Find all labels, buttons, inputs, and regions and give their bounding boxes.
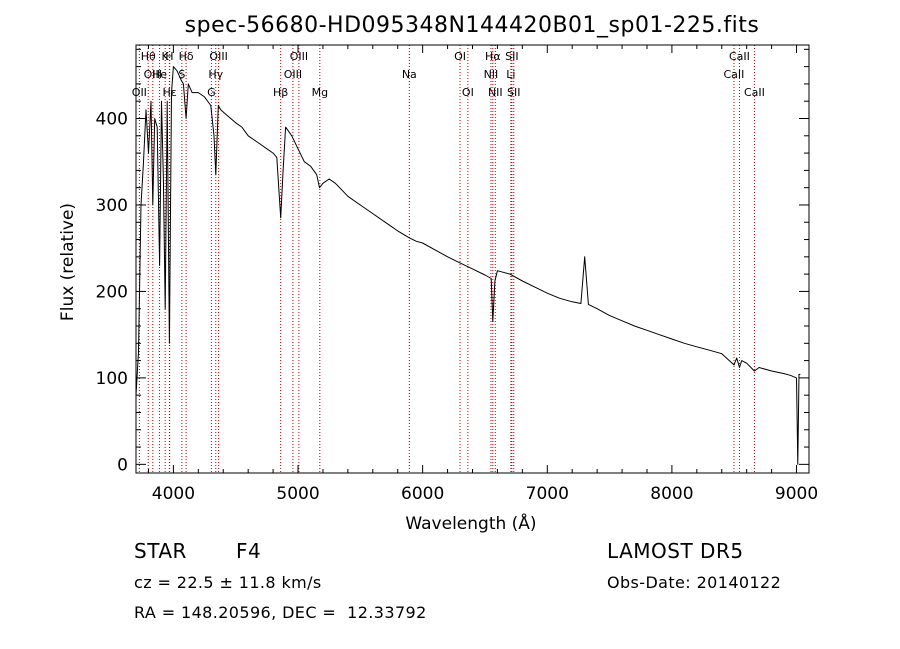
y-tick-label: 400 bbox=[96, 109, 128, 129]
redshift-text: cz = 22.5 ± 11.8 km/s bbox=[134, 573, 322, 592]
line-label: CaII bbox=[724, 68, 745, 81]
object-class: STAR bbox=[134, 539, 187, 563]
y-tick-label: 300 bbox=[96, 196, 128, 216]
emission-line-markers bbox=[138, 45, 755, 473]
line-label: G bbox=[207, 86, 216, 99]
x-tick-label: 7000 bbox=[526, 484, 569, 504]
line-label: CaII bbox=[744, 86, 765, 99]
line-label: OI bbox=[454, 50, 466, 63]
line-label: NII bbox=[484, 68, 499, 81]
line-label: K bbox=[162, 50, 170, 63]
emission-line-labels: OIIHθOIIIHeKHHεSHδGHγOIIIHβOIIIOIIIMgNaO… bbox=[132, 50, 765, 99]
plot-frame bbox=[135, 44, 810, 474]
line-label: OIII bbox=[144, 68, 162, 81]
line-label: Li bbox=[506, 68, 515, 81]
y-tick-label: 100 bbox=[96, 369, 128, 389]
survey-name: LAMOST DR5 bbox=[607, 539, 744, 563]
line-label: SII bbox=[507, 86, 520, 99]
spectrum-chart: spec-56680-HD095348N144420B01_sp01-225.f… bbox=[58, 13, 818, 534]
line-label: H bbox=[165, 50, 173, 63]
line-label: CaII bbox=[729, 50, 750, 63]
x-tick-label: 5000 bbox=[276, 484, 319, 504]
line-label: OIII bbox=[209, 50, 227, 63]
x-axis-label: Wavelength (Å) bbox=[405, 512, 536, 534]
observation-date: Obs-Date: 20140122 bbox=[607, 573, 782, 592]
line-label: OIII bbox=[290, 50, 308, 63]
line-label: OIII bbox=[284, 68, 302, 81]
line-label: OI bbox=[462, 86, 474, 99]
line-label: Hδ bbox=[179, 50, 194, 63]
line-label: SII bbox=[505, 50, 518, 63]
line-label: Hβ bbox=[273, 86, 288, 99]
line-label: Hγ bbox=[208, 68, 223, 81]
x-axis-ticks: 4000 5000 6000 7000 8000 9000 bbox=[147, 45, 818, 504]
x-tick-label: 6000 bbox=[401, 484, 444, 504]
y-tick-label: 200 bbox=[96, 282, 128, 302]
coordinates: RA = 148.20596, DEC = 12.33792 bbox=[134, 603, 427, 622]
x-tick-label: 8000 bbox=[650, 484, 693, 504]
line-label: Mg bbox=[312, 86, 328, 99]
line-label: Na bbox=[402, 68, 417, 81]
line-label: Hε bbox=[163, 86, 177, 99]
line-label: NII bbox=[488, 86, 503, 99]
y-axis-ticks: 0 100 200 300 400 bbox=[96, 48, 809, 475]
chart-title: spec-56680-HD095348N144420B01_sp01-225.f… bbox=[185, 13, 760, 38]
line-label: S bbox=[178, 68, 185, 81]
spectrum-line bbox=[135, 66, 801, 465]
x-tick-label: 9000 bbox=[775, 484, 818, 504]
object-subclass: F4 bbox=[236, 539, 262, 563]
line-label: OII bbox=[132, 86, 147, 99]
line-label: He bbox=[152, 68, 167, 81]
line-label: Hα bbox=[485, 50, 501, 63]
x-tick-label: 4000 bbox=[152, 484, 195, 504]
line-label: Hθ bbox=[141, 50, 156, 63]
y-axis-label: Flux (relative) bbox=[58, 203, 78, 321]
y-tick-label: 0 bbox=[117, 455, 128, 475]
